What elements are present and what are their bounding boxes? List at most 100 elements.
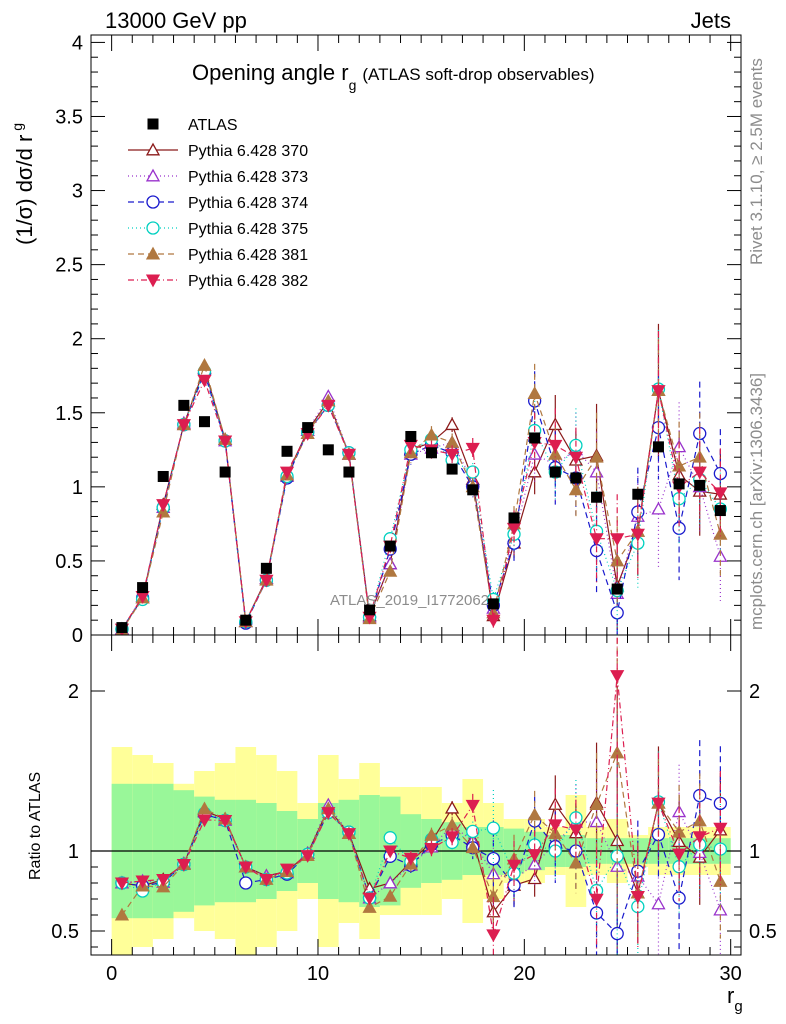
data-point <box>527 386 542 399</box>
y-tick-label: 3.5 <box>55 106 83 128</box>
data-point <box>651 385 666 398</box>
data-point <box>466 824 480 839</box>
ratio-panel-frame <box>90 634 742 956</box>
data-point <box>157 470 169 482</box>
legend-item: Pythia 6.428 370 <box>128 142 308 160</box>
xlabel: r <box>727 983 734 1008</box>
rivet-label: Rivet 3.1.10, ≥ 2.5M events <box>747 58 766 265</box>
x-tick-label: 10 <box>307 963 329 985</box>
data-point <box>445 800 460 814</box>
data-point <box>673 478 685 490</box>
legend-item: Pythia 6.428 375 <box>128 221 308 238</box>
mcplots-label: mcplots.cern.ch [arXiv:1306.3436] <box>747 373 766 630</box>
y-tick-label: 0.5 <box>55 551 83 573</box>
data-point <box>630 528 645 542</box>
data-point <box>197 358 212 371</box>
data-point <box>527 807 542 821</box>
x-tick-label: 0 <box>106 963 117 985</box>
data-point <box>405 430 417 442</box>
main-ylabel: (1/σ) dσ/d r <box>12 135 37 245</box>
data-point <box>568 855 584 869</box>
data-point <box>259 873 274 887</box>
watermark-label: ATLAS_2019_I1772062 <box>330 592 489 609</box>
data-point <box>137 582 149 594</box>
data-point <box>465 799 480 813</box>
data-point <box>651 501 666 515</box>
y-tick-label: 0 <box>72 625 83 647</box>
y-tick-label: 1 <box>68 841 79 863</box>
header-right: Jets <box>691 8 731 33</box>
legend: ATLAS Pythia 6.428 370 Pythia 6.428 373 Pyt… <box>128 117 308 290</box>
legend-item: Pythia 6.428 382 <box>128 273 308 290</box>
x-axis-title: rg <box>727 983 743 1015</box>
data-point <box>589 893 604 907</box>
legend-label: Pythia 6.428 375 <box>188 221 308 238</box>
y-tick-label: 4 <box>72 32 83 54</box>
data-point <box>713 526 728 540</box>
data-point <box>383 875 398 889</box>
data-point <box>281 445 293 457</box>
legend-label: Pythia 6.428 381 <box>188 247 308 264</box>
data-point <box>527 849 542 862</box>
data-point <box>527 871 542 885</box>
data-point <box>238 861 253 875</box>
data-point <box>611 583 623 595</box>
series-Pythia-6428-382-ratio <box>114 635 728 955</box>
series-ATLAS <box>116 399 726 634</box>
data-point <box>279 466 295 480</box>
data-point <box>445 417 460 431</box>
svg-text:(1/σ) dσ/d rg: (1/σ) dσ/d r g <box>9 123 37 245</box>
data-point <box>591 491 603 503</box>
data-point <box>651 896 666 910</box>
data-point <box>383 888 398 902</box>
data-point <box>197 801 212 815</box>
ratio-y-axis-title: Ratio to ATLAS <box>27 772 44 880</box>
data-point <box>589 533 604 547</box>
data-point <box>529 432 541 444</box>
legend-marker <box>146 221 160 235</box>
data-point <box>259 574 274 588</box>
data-point <box>321 399 336 413</box>
data-point <box>343 466 355 478</box>
data-point <box>424 842 439 856</box>
header-left: 13000 GeV pp <box>105 8 247 33</box>
data-point <box>239 876 253 890</box>
legend-item: Pythia 6.428 373 <box>128 168 308 186</box>
data-point <box>135 875 150 889</box>
data-point <box>219 466 231 478</box>
legend-marker <box>147 118 159 130</box>
xlabel-sub: g <box>734 998 742 1015</box>
data-point <box>549 466 561 478</box>
data-point <box>403 852 418 866</box>
data-point <box>692 831 707 845</box>
chart-title: Opening angle rg (ATLAS soft-drop observa… <box>192 60 594 93</box>
y-tick-label: 1 <box>72 477 83 499</box>
legend-marker <box>145 246 161 260</box>
data-point <box>548 439 563 453</box>
legend-item: Pythia 6.428 381 <box>128 246 308 264</box>
svg-text:rg: rg <box>727 983 743 1015</box>
y-tick-label: 2 <box>72 329 83 351</box>
data-point <box>198 416 210 428</box>
data-point <box>279 863 295 877</box>
data-point <box>548 819 563 833</box>
data-point <box>302 422 314 434</box>
data-point <box>548 446 563 460</box>
data-point <box>486 614 501 628</box>
data-point <box>197 374 212 388</box>
data-point <box>197 814 212 828</box>
y-tick-label-right: 0.5 <box>749 921 777 943</box>
data-point <box>114 877 130 891</box>
data-point <box>446 463 458 475</box>
data-point <box>671 848 687 862</box>
data-point <box>589 449 604 463</box>
data-point <box>466 465 480 479</box>
data-point <box>610 670 625 683</box>
data-point <box>610 606 624 620</box>
data-point <box>486 821 501 835</box>
data-point <box>424 427 439 441</box>
series-line <box>121 367 721 630</box>
data-point <box>506 859 522 873</box>
legend-label: ATLAS <box>188 117 238 134</box>
